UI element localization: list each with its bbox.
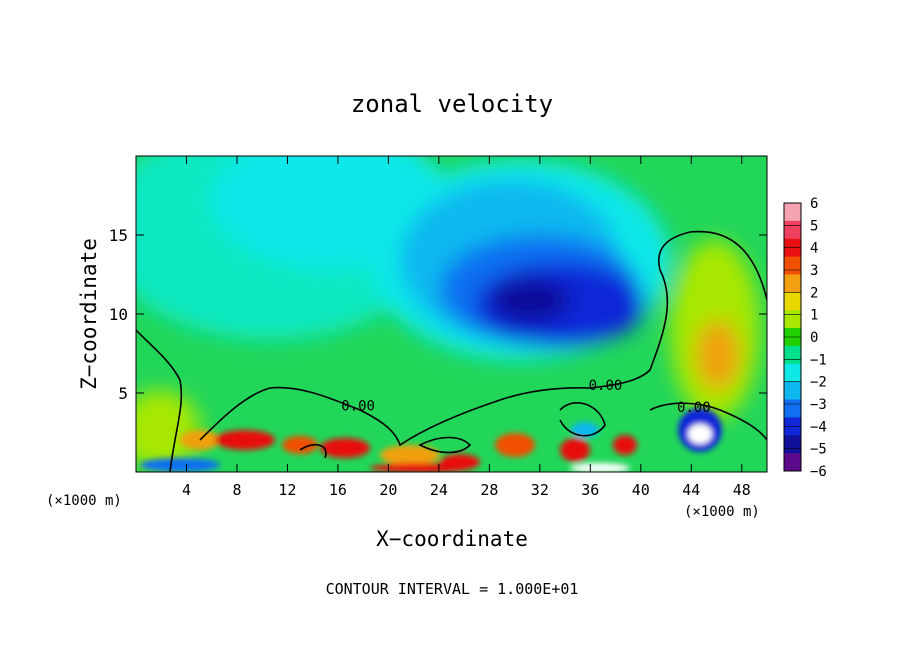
colorbar-swatch <box>784 310 801 329</box>
colorbar: 6 5 4 3 2 1 0 −1 −2 −3 −4 −5 −6 <box>783 196 827 480</box>
colorbar-tick-label: −1 <box>810 352 827 368</box>
colorbar-swatch <box>784 453 801 472</box>
contour-label: 0.00 <box>341 399 375 415</box>
colorbar-tick-label: 4 <box>810 241 818 257</box>
y-tick-label: 10 <box>109 305 128 324</box>
plot-area: 0.00 0.00 0.00 <box>136 156 767 472</box>
y-tick-label: 15 <box>109 226 128 245</box>
x-tick-label: 40 <box>632 481 650 499</box>
colorbar-tick-label: 0 <box>810 330 818 346</box>
colorbar-tick-label: 6 <box>810 196 818 212</box>
colorbar-swatch <box>784 435 801 454</box>
x-tick-label: 32 <box>531 481 549 499</box>
contour-label: 0.00 <box>589 378 623 394</box>
x-tick-label: 16 <box>329 481 347 499</box>
x-tick-label: 24 <box>430 481 448 499</box>
colorbar-swatch <box>784 292 801 311</box>
colorbar-swatch <box>784 220 801 240</box>
x-tick-label: 48 <box>733 481 751 499</box>
contour-labels: 0.00 0.00 0.00 <box>341 378 710 416</box>
contour-label: 0.00 <box>677 400 711 416</box>
colorbar-swatch <box>784 381 801 401</box>
footer-note: CONTOUR INTERVAL = 1.000E+01 <box>326 580 579 598</box>
colorbar-swatch <box>784 363 801 383</box>
x-tick-label: 20 <box>379 481 397 499</box>
x-unit-right: (×1000 m) <box>684 504 760 520</box>
x-axis: 4 8 12 16 20 24 28 32 36 40 44 48 <box>182 156 751 499</box>
colorbar-tick-label: 3 <box>810 263 818 279</box>
colorbar-tick-label: −5 <box>810 442 827 458</box>
colorbar-swatch <box>784 274 801 293</box>
colorbar-swatch <box>784 203 801 222</box>
x-tick-label: 12 <box>278 481 296 499</box>
colorbar-tick-label: −3 <box>810 397 827 413</box>
boundary-layer <box>140 408 722 472</box>
y-axis: 5 10 15 <box>109 226 767 403</box>
y-axis-label: Z−coordinate <box>77 238 101 390</box>
velocity-field <box>136 156 760 470</box>
x-unit-left: (×1000 m) <box>46 493 122 509</box>
colorbar-tick-label: −6 <box>810 464 827 480</box>
colorbar-tick-label: 2 <box>810 285 818 301</box>
colorbar-swatch <box>784 399 801 418</box>
zero-contours <box>136 230 767 472</box>
colorbar-swatch <box>784 345 801 365</box>
colorbar-tick-label: 5 <box>810 218 818 234</box>
x-tick-label: 4 <box>182 481 191 499</box>
chart-title: zonal velocity <box>351 90 553 118</box>
colorbar-swatch <box>784 256 801 275</box>
x-tick-label: 36 <box>581 481 599 499</box>
y-tick-label: 5 <box>118 384 128 403</box>
x-tick-label: 28 <box>480 481 498 499</box>
x-tick-label: 44 <box>682 481 700 499</box>
colorbar-tick-label: −4 <box>810 419 827 435</box>
x-axis-label: X−coordinate <box>376 527 528 551</box>
colorbar-tick-label: 1 <box>810 308 818 324</box>
x-tick-label: 8 <box>232 481 241 499</box>
colorbar-tick-label: −2 <box>810 375 827 391</box>
